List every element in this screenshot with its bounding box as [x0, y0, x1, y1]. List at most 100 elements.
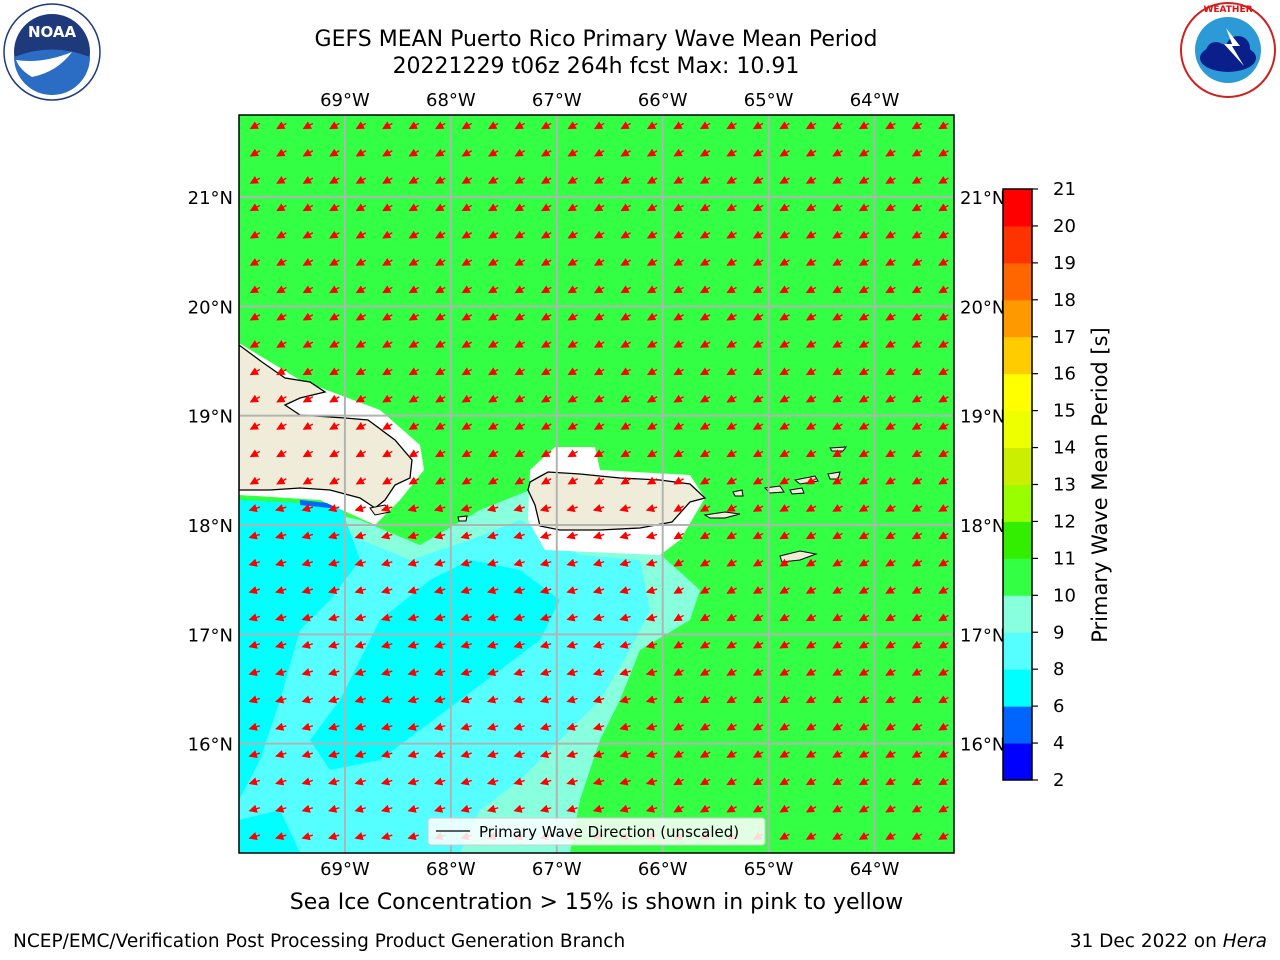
wave-arrow	[699, 531, 711, 540]
wave-arrow	[380, 558, 393, 567]
wave-arrow	[911, 695, 923, 704]
wave-arrow	[779, 832, 790, 840]
wave-arrow	[699, 230, 711, 239]
wave-arrow	[513, 504, 525, 513]
wave-arrow	[433, 640, 446, 649]
wave-arrow	[911, 750, 923, 758]
footer-date: 31 Dec 2022 on Hera	[1070, 931, 1267, 952]
wave-arrow	[832, 750, 843, 758]
wave-arrow	[645, 640, 658, 649]
wave-arrow	[645, 558, 658, 567]
wave-arrow	[275, 586, 287, 595]
wave-arrow	[354, 695, 367, 704]
wave-arrow	[435, 312, 446, 321]
wave-arrow	[885, 668, 896, 676]
wave-arrow	[593, 230, 605, 239]
wave-arrow	[938, 640, 949, 649]
wave-arrow	[327, 804, 340, 813]
wave-arrow	[461, 476, 473, 485]
wave-arrow	[567, 394, 579, 403]
wave-arrow	[592, 558, 605, 567]
wave-arrow	[832, 640, 843, 649]
wave-arrow	[435, 148, 446, 157]
wave-arrow	[329, 449, 340, 458]
wave-arrow	[514, 449, 526, 458]
wave-arrow	[726, 804, 737, 813]
wave-arrow	[382, 449, 393, 458]
wave-arrow	[805, 586, 817, 594]
lon-tick-label-top: 66°W	[638, 90, 688, 111]
wave-arrow	[885, 422, 896, 430]
wave-arrow	[885, 148, 896, 157]
wave-arrow	[699, 804, 711, 813]
wave-arrow	[567, 230, 579, 239]
wave-arrow	[726, 531, 737, 540]
wave-arrow	[938, 722, 949, 731]
wave-arrow	[249, 394, 261, 403]
wave-arrow	[673, 340, 684, 348]
lat-tick-label-left: 16°N	[188, 735, 233, 756]
wave-arrow	[460, 531, 472, 540]
wave-arrow	[911, 722, 923, 731]
wave-arrow	[487, 422, 499, 430]
wave-arrow	[382, 312, 393, 321]
wave-arrow	[461, 285, 473, 294]
wave-arrow	[593, 422, 605, 430]
wave-arrow	[805, 176, 817, 184]
wave-arrow	[407, 613, 419, 622]
puerto-rico-land	[527, 471, 707, 531]
wave-arrow	[805, 750, 817, 758]
wave-arrow	[461, 148, 473, 157]
wave-arrow	[275, 613, 287, 622]
wave-arrow	[487, 367, 499, 376]
wave-arrow	[699, 558, 711, 567]
wave-arrow	[699, 121, 711, 130]
wave-arrow	[938, 230, 949, 239]
lon-tick-label-bottom: 68°W	[426, 859, 476, 880]
wave-arrow	[752, 558, 764, 567]
wave-arrow	[355, 312, 367, 321]
wave-arrow	[752, 586, 764, 594]
wave-arrow	[752, 695, 764, 704]
wave-arrow	[354, 531, 367, 540]
chart-subtitle: 20221229 t06z 264h fcst Max: 10.91	[392, 54, 800, 79]
wave-arrow	[911, 285, 923, 294]
wave-arrow	[620, 258, 631, 266]
wave-arrow	[699, 668, 711, 676]
wave-arrow	[329, 203, 340, 212]
wave-arrow	[380, 504, 393, 513]
wave-arrow	[486, 531, 499, 540]
wave-arrow	[779, 422, 790, 430]
wave-arrow	[275, 832, 287, 841]
wave-arrow	[592, 777, 605, 786]
wave-arrow	[779, 449, 790, 458]
wave-arrow	[885, 176, 896, 184]
wave-arrow	[911, 258, 923, 266]
wave-arrow	[249, 148, 261, 157]
wave-arrow	[938, 148, 949, 157]
wave-arrow	[938, 367, 949, 376]
wave-arrow	[858, 668, 870, 676]
wave-arrow	[726, 777, 737, 786]
wave-arrow	[460, 586, 472, 595]
wave-arrow	[752, 394, 764, 403]
lon-tick-label-top: 69°W	[320, 90, 370, 111]
wave-arrow	[832, 832, 843, 840]
wave-arrow	[885, 203, 896, 212]
wave-period-field	[239, 115, 954, 853]
wave-arrow	[699, 422, 711, 430]
wave-arrow	[832, 176, 843, 184]
wave-arrow	[248, 777, 261, 786]
wave-arrow	[726, 121, 737, 130]
wave-arrow	[726, 613, 737, 622]
wave-arrow	[805, 640, 817, 649]
wave-arrow	[832, 558, 843, 567]
wave-arrow	[249, 476, 261, 485]
wave-arrow	[327, 695, 340, 704]
wave-arrow	[673, 695, 684, 704]
wave-arrow	[620, 340, 631, 348]
wave-arrow	[726, 586, 737, 594]
wave-arrow	[355, 449, 367, 458]
colorbar-tick-label: 4	[1053, 733, 1064, 754]
wave-arrow	[433, 531, 446, 540]
